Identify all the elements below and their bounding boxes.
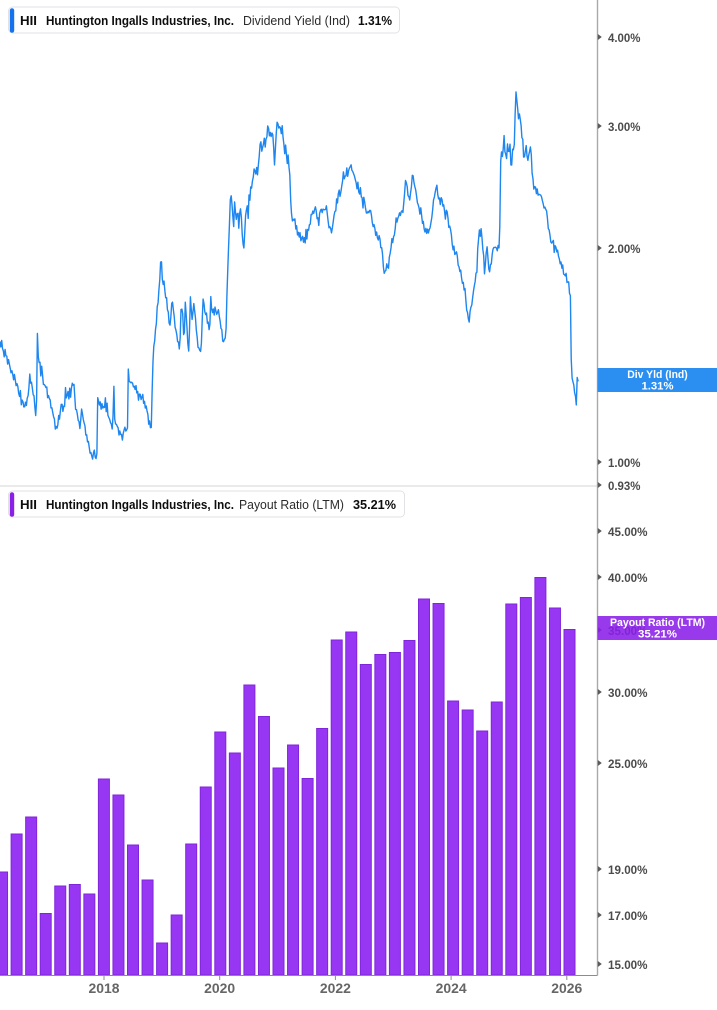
svg-text:4.00%: 4.00% [608,31,641,45]
svg-text:25.00%: 25.00% [608,757,648,771]
svg-text:45.00%: 45.00% [608,525,648,539]
svg-text:17.00%: 17.00% [608,909,648,923]
svg-text:HII: HII [20,13,37,28]
svg-text:2024: 2024 [436,981,467,996]
svg-text:15.00%: 15.00% [608,958,648,972]
svg-text:35.21%: 35.21% [638,629,677,641]
svg-text:HII: HII [20,497,37,512]
svg-text:1.31%: 1.31% [642,381,674,393]
svg-text:2.00%: 2.00% [608,242,641,256]
svg-text:Huntington Ingalls Industries,: Huntington Ingalls Industries, Inc. [46,13,234,28]
svg-text:35.21%: 35.21% [353,497,396,512]
svg-text:0.93%: 0.93% [608,479,641,493]
svg-text:1.31%: 1.31% [358,13,392,28]
svg-text:3.00%: 3.00% [608,120,641,134]
svg-text:30.00%: 30.00% [608,686,648,700]
svg-text:2020: 2020 [204,981,235,996]
svg-text:2018: 2018 [89,981,120,996]
svg-text:2022: 2022 [320,981,351,996]
svg-text:Payout Ratio (LTM): Payout Ratio (LTM) [239,497,344,512]
svg-text:Div Yld (Ind): Div Yld (Ind) [627,369,688,381]
svg-text:40.00%: 40.00% [608,571,648,585]
svg-text:Payout Ratio (LTM): Payout Ratio (LTM) [610,617,705,629]
svg-text:Dividend Yield (Ind): Dividend Yield (Ind) [243,13,350,28]
svg-text:19.00%: 19.00% [608,863,648,877]
svg-text:Huntington Ingalls Industries,: Huntington Ingalls Industries, Inc. [46,497,234,512]
svg-text:1.00%: 1.00% [608,456,641,470]
svg-text:2026: 2026 [551,981,582,996]
